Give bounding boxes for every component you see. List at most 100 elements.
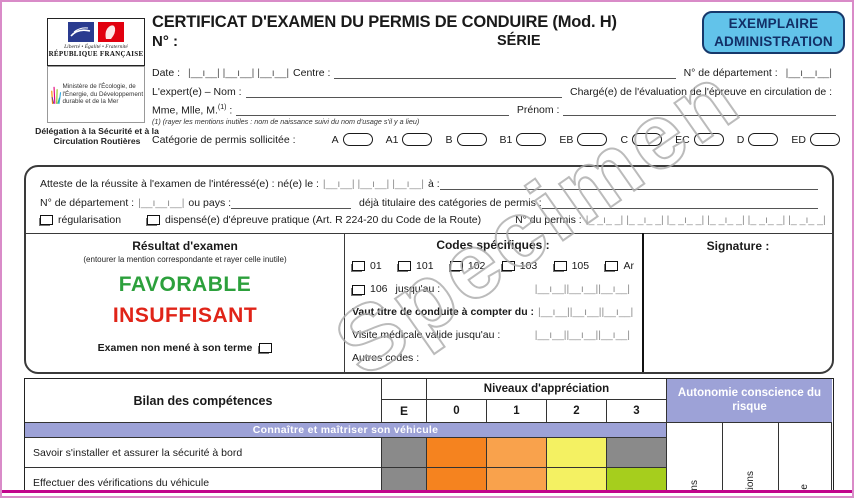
category-b-checkbox[interactable]: [456, 133, 487, 146]
code-102-checkbox[interactable]: [449, 261, 463, 271]
category-ed-checkbox[interactable]: [809, 133, 840, 146]
section-band: Connaître et maîtriser son véhicule: [25, 423, 667, 438]
code-106-checkbox[interactable]: [352, 285, 365, 295]
charge-evaluation-label: Chargé(e) de l'évaluation de l'épreuve e…: [569, 86, 832, 98]
competency-row-label: Effectuer des vérifications du véhicule: [25, 468, 382, 496]
country-input[interactable]: [231, 196, 352, 209]
civility-label: Mme, Mlle, M.(1) :: [152, 103, 233, 117]
favorable-option[interactable]: FAVORABLE: [118, 273, 252, 296]
birthplace-label: à :: [427, 178, 440, 190]
exam-not-completed-label: Examen non mené à son terme: [97, 342, 253, 354]
departement-input[interactable]: |__ı__ı__|: [785, 67, 832, 79]
grade-cell[interactable]: [487, 438, 547, 468]
grade-cell[interactable]: [427, 438, 487, 468]
vaut-titre-date-input[interactable]: |__ı__||__ı__||__ı__|: [538, 306, 634, 318]
republique-text: RÉPUBLIQUE FRANÇAISE: [48, 50, 144, 58]
attestation-box: Atteste de la réussite à l'examen de l'i…: [24, 165, 834, 374]
page-title: CERTIFICAT D'EXAMEN DU PERMIS DE CONDUIR…: [152, 13, 617, 31]
codes-title: Codes spécifiques :: [436, 238, 550, 252]
autonomie-subcolumn-3: me: [779, 423, 832, 496]
category-a1-checkbox[interactable]: [402, 133, 433, 146]
grade-cell[interactable]: [607, 438, 667, 468]
jusquau-label: jusqu'au :: [395, 283, 441, 295]
certificate-number-label: N° :: [152, 33, 178, 50]
insuffisant-option[interactable]: INSUFFISANT: [112, 304, 258, 327]
badge-line2: ADMINISTRATION: [714, 34, 833, 50]
niveaux-header: Niveaux d'appréciation: [427, 379, 667, 400]
prenom-label: Prénom :: [516, 104, 560, 116]
bottom-mask: [2, 493, 852, 496]
column-header-1: 1: [487, 400, 547, 423]
category-c-checkbox[interactable]: [632, 133, 663, 146]
category-d-checkbox[interactable]: [748, 133, 779, 146]
birthplace-input[interactable]: [439, 177, 818, 190]
centre-label: Centre :: [293, 67, 331, 79]
code-01-checkbox[interactable]: [352, 261, 365, 271]
visite-medicale-date-input[interactable]: |__ı__||__ı__||__ı__|: [534, 329, 630, 341]
exam-not-completed-checkbox[interactable]: [259, 343, 273, 353]
dispense-checkbox[interactable]: [147, 215, 161, 225]
birthdate-input[interactable]: |__ı__| |__ı__| |__ı__|: [322, 178, 424, 190]
result-title: Résultat d'examen: [132, 239, 238, 253]
signature-section[interactable]: Signature :: [644, 233, 832, 372]
column-header-e: E: [382, 400, 427, 423]
delegation-caption: Délégation à la Sécurité et à la Circula…: [35, 126, 159, 147]
competencies-table: Bilan des compétences Niveaux d'apprécia…: [24, 378, 834, 496]
already-holder-label: déjà titulaire des catégories de permis …: [359, 197, 542, 209]
code-101-checkbox[interactable]: [398, 261, 412, 271]
attest-dept-input[interactable]: |__ı__ı__|: [138, 197, 185, 209]
badge-line1: EXEMPLAIRE: [728, 16, 819, 31]
category-b1-checkbox[interactable]: [516, 133, 547, 146]
date-input[interactable]: |__ı__| |__ı__| |__ı__|: [188, 67, 290, 79]
result-section: Résultat d'examen (entourer la mention c…: [26, 233, 344, 372]
empty-cell: [382, 379, 427, 400]
already-holder-input[interactable]: [541, 196, 818, 209]
permit-number-input[interactable]: |_ _ı_ _| |_ _ı_ _| |_ _ı_ _| |_ _ı_ _| …: [585, 214, 826, 226]
column-header-3: 3: [607, 400, 667, 423]
category-eb-checkbox[interactable]: [577, 133, 608, 146]
serie-label: SÉRIE: [497, 33, 541, 49]
dispense-label: dispensé(e) d'épreuve pratique (Art. R 2…: [165, 214, 482, 226]
prenom-input[interactable]: [563, 103, 836, 116]
result-note: (entourer la mention correspondante et r…: [83, 255, 287, 264]
category-a-checkbox[interactable]: [342, 133, 373, 146]
autres-codes-label: Autres codes :: [352, 352, 420, 364]
centre-input[interactable]: [334, 66, 676, 79]
code-103-checkbox[interactable]: [501, 261, 515, 271]
expert-label: L'expert(e) – Nom :: [152, 86, 242, 98]
vaut-titre-label: Vaut titre de conduite à compter du :: [352, 306, 535, 318]
grade-cell[interactable]: [547, 438, 607, 468]
divider: [26, 233, 832, 234]
attest-line1-label: Atteste de la réussite à l'examen de l'i…: [40, 178, 319, 190]
category-ec-checkbox[interactable]: [693, 133, 724, 146]
regularisation-checkbox[interactable]: [40, 215, 53, 225]
marianne-red-icon: [98, 22, 124, 42]
competency-row-label: Savoir s'installer et assurer la sécurit…: [25, 438, 382, 468]
ministry-name: Ministère de l'Écologie, de l'Énergie, d…: [62, 82, 144, 106]
permit-number-label: N° du permis :: [515, 214, 582, 226]
name-input[interactable]: [236, 103, 509, 116]
code-106-date-input[interactable]: |__ı__||__ı__||__ı__|: [534, 283, 630, 295]
bottom-frame-line: [2, 490, 852, 493]
footnote: (1) (rayer les mentions inutiles : nom d…: [152, 117, 420, 126]
republique-francaise-logo: Liberté • Égalité • Fraternité RÉPUBLIQU…: [47, 18, 145, 66]
code-105-checkbox[interactable]: [553, 261, 567, 271]
grade-cell[interactable]: [382, 438, 427, 468]
divider: [642, 233, 644, 372]
autonomie-subcolumn-2: ations: [723, 423, 779, 496]
departement-label: N° de département :: [683, 67, 778, 79]
ministry-logo: Ministère de l'Écologie, de l'Énergie, d…: [47, 66, 145, 123]
exemplaire-administration-badge: EXEMPLAIRE ADMINISTRATION: [702, 11, 845, 54]
ministry-strokes-icon: [51, 86, 62, 104]
signature-label: Signature :: [706, 239, 770, 253]
country-label: ou pays :: [188, 197, 232, 209]
expert-name-input[interactable]: [245, 85, 562, 98]
motto-text: Liberté • Égalité • Fraternité: [64, 44, 128, 50]
autonomie-subcolumn-1: ions: [667, 423, 723, 496]
category-row: Catégorie de permis sollicitée : A A1 B …: [152, 133, 840, 146]
date-label: Date :: [152, 67, 181, 79]
code-ar-checkbox[interactable]: [605, 261, 619, 271]
divider: [344, 233, 345, 372]
code-106-label: 106: [370, 283, 388, 295]
column-header-2: 2: [547, 400, 607, 423]
